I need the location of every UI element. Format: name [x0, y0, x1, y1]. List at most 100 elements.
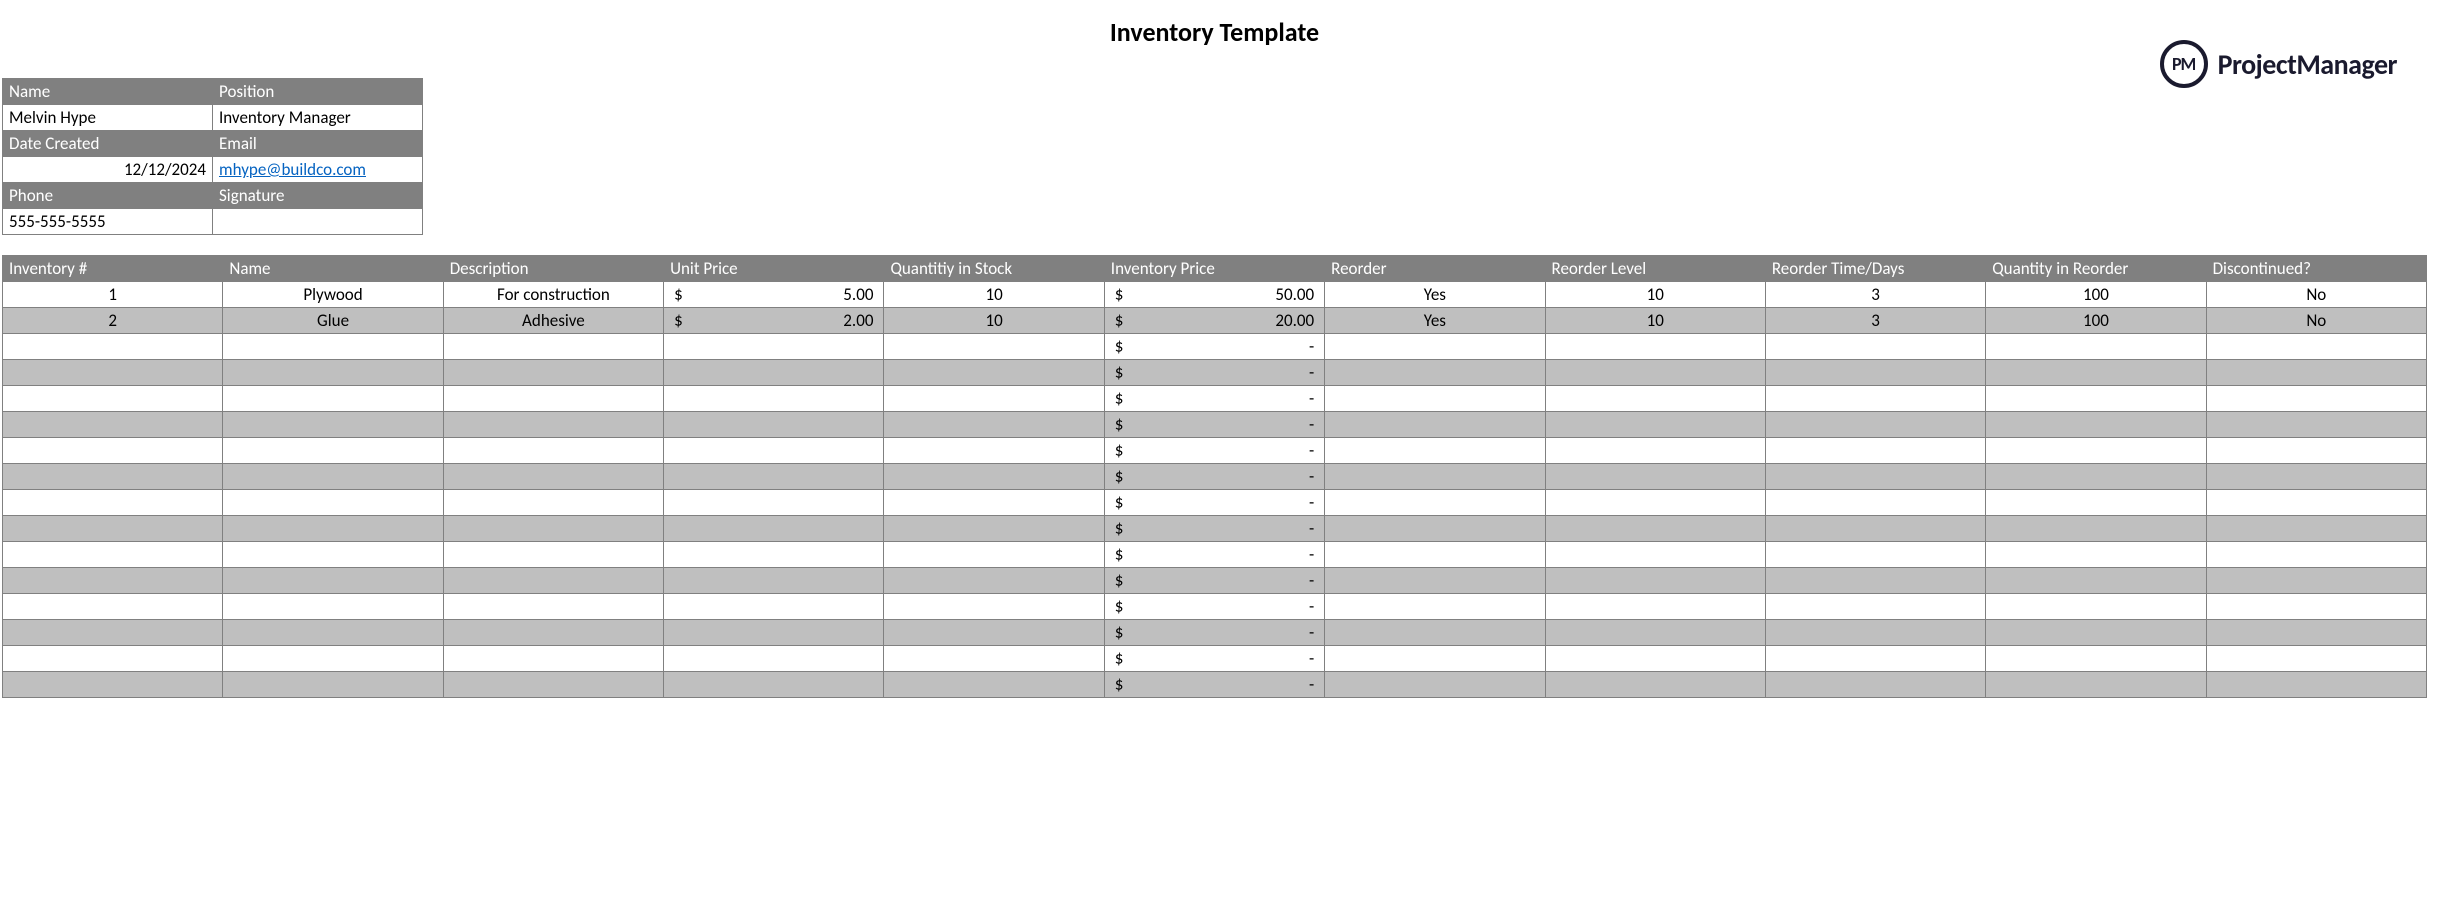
cell-qty-in-reorder[interactable]	[1986, 490, 2206, 516]
cell-unit-price[interactable]: $2.00	[664, 308, 884, 334]
cell-qty-in-reorder[interactable]	[1986, 646, 2206, 672]
cell-name[interactable]	[223, 334, 443, 360]
cell-unit-price[interactable]	[664, 334, 884, 360]
cell-inventory-number[interactable]	[3, 412, 223, 438]
cell-inventory-price[interactable]: $-	[1104, 464, 1324, 490]
cell-discontinued[interactable]	[2206, 386, 2426, 412]
cell-name[interactable]	[223, 438, 443, 464]
cell-description[interactable]	[443, 646, 663, 672]
cell-inventory-number[interactable]	[3, 620, 223, 646]
col-reorder[interactable]: Reorder	[1325, 256, 1545, 282]
cell-inventory-price[interactable]: $-	[1104, 334, 1324, 360]
cell-qty-in-stock[interactable]	[884, 620, 1104, 646]
cell-reorder-time[interactable]	[1765, 542, 1985, 568]
cell-name[interactable]	[223, 672, 443, 698]
cell-qty-in-stock[interactable]	[884, 490, 1104, 516]
cell-qty-in-stock[interactable]: 10	[884, 308, 1104, 334]
cell-reorder-level[interactable]	[1545, 542, 1765, 568]
cell-qty-in-stock[interactable]	[884, 386, 1104, 412]
cell-discontinued[interactable]: No	[2206, 308, 2426, 334]
cell-discontinued[interactable]	[2206, 620, 2426, 646]
cell-name[interactable]: Glue	[223, 308, 443, 334]
cell-qty-in-reorder[interactable]	[1986, 438, 2206, 464]
cell-qty-in-stock[interactable]	[884, 412, 1104, 438]
cell-inventory-number[interactable]: 1	[3, 282, 223, 308]
cell-inventory-price[interactable]: $-	[1104, 646, 1324, 672]
cell-discontinued[interactable]	[2206, 672, 2426, 698]
cell-qty-in-reorder[interactable]: 100	[1986, 308, 2206, 334]
col-inventory-price[interactable]: Inventory Price	[1104, 256, 1324, 282]
cell-reorder[interactable]	[1325, 464, 1545, 490]
cell-qty-in-stock[interactable]	[884, 516, 1104, 542]
cell-unit-price[interactable]	[664, 568, 884, 594]
cell-discontinued[interactable]	[2206, 490, 2426, 516]
cell-reorder-level[interactable]	[1545, 334, 1765, 360]
cell-qty-in-reorder[interactable]	[1986, 360, 2206, 386]
cell-reorder-time[interactable]	[1765, 490, 1985, 516]
cell-qty-in-stock[interactable]	[884, 438, 1104, 464]
cell-qty-in-reorder[interactable]	[1986, 386, 2206, 412]
cell-unit-price[interactable]: $5.00	[664, 282, 884, 308]
cell-name[interactable]	[223, 516, 443, 542]
meta-position-value[interactable]: Inventory Manager	[213, 105, 423, 131]
cell-qty-in-stock[interactable]	[884, 334, 1104, 360]
cell-inventory-number[interactable]	[3, 334, 223, 360]
cell-unit-price[interactable]	[664, 360, 884, 386]
cell-reorder-level[interactable]	[1545, 672, 1765, 698]
cell-reorder[interactable]	[1325, 386, 1545, 412]
cell-unit-price[interactable]	[664, 386, 884, 412]
cell-inventory-price[interactable]: $-	[1104, 594, 1324, 620]
cell-name[interactable]	[223, 490, 443, 516]
cell-inventory-number[interactable]	[3, 464, 223, 490]
cell-reorder[interactable]	[1325, 490, 1545, 516]
cell-unit-price[interactable]	[664, 620, 884, 646]
cell-unit-price[interactable]	[664, 542, 884, 568]
cell-inventory-price[interactable]: $20.00	[1104, 308, 1324, 334]
col-qty-in-stock[interactable]: Quantitiy in Stock	[884, 256, 1104, 282]
cell-reorder[interactable]	[1325, 568, 1545, 594]
cell-qty-in-reorder[interactable]	[1986, 672, 2206, 698]
cell-unit-price[interactable]	[664, 412, 884, 438]
cell-discontinued[interactable]: No	[2206, 282, 2426, 308]
cell-name[interactable]	[223, 542, 443, 568]
meta-phone-value[interactable]: 555-555-5555	[3, 209, 213, 235]
cell-description[interactable]: For construction	[443, 282, 663, 308]
cell-qty-in-reorder[interactable]	[1986, 464, 2206, 490]
cell-reorder-time[interactable]	[1765, 594, 1985, 620]
cell-description[interactable]	[443, 490, 663, 516]
cell-unit-price[interactable]	[664, 516, 884, 542]
cell-reorder-time[interactable]	[1765, 516, 1985, 542]
cell-inventory-number[interactable]	[3, 516, 223, 542]
cell-name[interactable]	[223, 464, 443, 490]
cell-reorder[interactable]	[1325, 438, 1545, 464]
col-reorder-level[interactable]: Reorder Level	[1545, 256, 1765, 282]
cell-inventory-price[interactable]: $-	[1104, 438, 1324, 464]
cell-inventory-price[interactable]: $-	[1104, 516, 1324, 542]
cell-inventory-price[interactable]: $-	[1104, 568, 1324, 594]
cell-reorder[interactable]: Yes	[1325, 282, 1545, 308]
cell-description[interactable]	[443, 412, 663, 438]
cell-inventory-price[interactable]: $50.00	[1104, 282, 1324, 308]
cell-reorder-time[interactable]	[1765, 334, 1985, 360]
cell-qty-in-reorder[interactable]	[1986, 568, 2206, 594]
cell-reorder[interactable]	[1325, 620, 1545, 646]
cell-description[interactable]	[443, 516, 663, 542]
cell-inventory-price[interactable]: $-	[1104, 542, 1324, 568]
cell-inventory-price[interactable]: $-	[1104, 672, 1324, 698]
cell-inventory-price[interactable]: $-	[1104, 360, 1324, 386]
cell-reorder-level[interactable]	[1545, 516, 1765, 542]
col-unit-price[interactable]: Unit Price	[664, 256, 884, 282]
col-description[interactable]: Description	[443, 256, 663, 282]
cell-inventory-number[interactable]	[3, 646, 223, 672]
cell-name[interactable]	[223, 412, 443, 438]
cell-name[interactable]	[223, 568, 443, 594]
cell-description[interactable]	[443, 360, 663, 386]
cell-reorder[interactable]	[1325, 672, 1545, 698]
col-name[interactable]: Name	[223, 256, 443, 282]
meta-email-value[interactable]: mhype@buildco.com	[213, 157, 423, 183]
col-inventory-number[interactable]: Inventory #	[3, 256, 223, 282]
cell-name[interactable]	[223, 620, 443, 646]
cell-reorder[interactable]: Yes	[1325, 308, 1545, 334]
cell-inventory-number[interactable]	[3, 386, 223, 412]
cell-qty-in-stock[interactable]	[884, 672, 1104, 698]
